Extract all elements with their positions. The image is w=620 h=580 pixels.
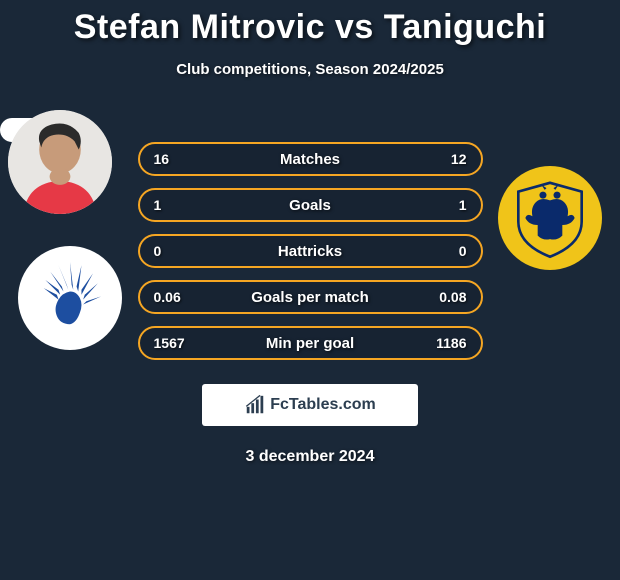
stat-value-right: 0.08 [427,289,467,305]
stat-value-right: 12 [427,151,467,167]
stat-row: 0 Hattricks 0 [138,234,483,268]
stat-value-left: 0.06 [154,289,194,305]
stat-value-right: 1186 [427,335,467,351]
club-badge-right [498,166,602,270]
stat-label: Goals per match [251,289,369,306]
club-badge-left [18,246,122,350]
stat-label: Goals [289,197,331,214]
stat-label: Min per goal [266,335,354,352]
stat-row: 1567 Min per goal 1186 [138,326,483,360]
stat-bars: 16 Matches 12 1 Goals 1 0 Hattricks 0 0.… [138,142,483,360]
branding-badge[interactable]: FcTables.com [202,384,418,426]
stats-area: 16 Matches 12 1 Goals 1 0 Hattricks 0 0.… [0,118,620,466]
snapshot-date: 3 december 2024 [0,448,620,466]
club-crest-icon [29,257,111,339]
stat-row: 0.06 Goals per match 0.08 [138,280,483,314]
person-icon [8,110,112,214]
stat-value-left: 1 [154,197,194,213]
page-title: Stefan Mitrovic vs Taniguchi [0,8,620,47]
club-crest-icon [506,174,594,262]
stat-label: Hattricks [278,243,342,260]
stat-value-left: 0 [154,243,194,259]
branding-text: FcTables.com [270,396,376,414]
comparison-card: Stefan Mitrovic vs Taniguchi Club compet… [0,0,620,466]
stat-row: 16 Matches 12 [138,142,483,176]
stat-value-left: 16 [154,151,194,167]
stat-value-right: 1 [427,197,467,213]
player-avatar-left [8,110,112,214]
stat-row: 1 Goals 1 [138,188,483,222]
stat-label: Matches [280,151,340,168]
bar-chart-icon [244,394,266,416]
stat-value-right: 0 [427,243,467,259]
page-subtitle: Club competitions, Season 2024/2025 [0,61,620,78]
stat-value-left: 1567 [154,335,194,351]
